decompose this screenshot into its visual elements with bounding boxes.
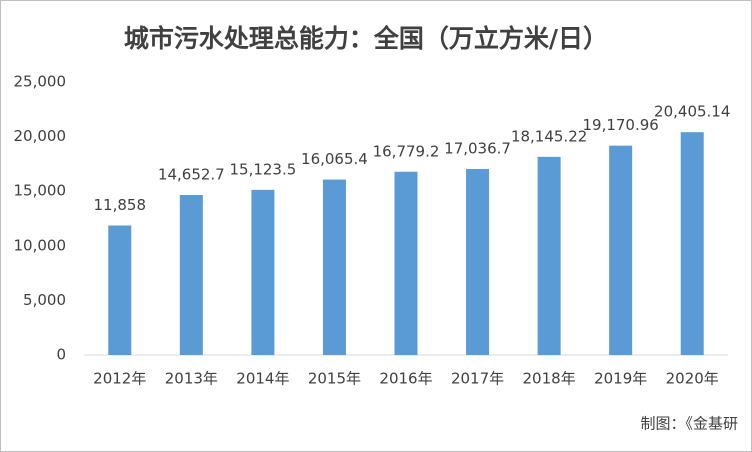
x-tick-label: 2014年 (236, 370, 289, 388)
bar (108, 225, 132, 355)
y-tick-label: 15,000 (14, 182, 67, 200)
value-label: 19,170.96 (582, 116, 658, 134)
x-tick-label: 2019年 (594, 370, 647, 388)
value-label: 16,779.2 (373, 142, 440, 160)
bar (537, 156, 561, 355)
x-tick-label: 2018年 (523, 370, 576, 388)
y-tick-label: 20,000 (14, 127, 67, 145)
value-label: 16,065.4 (301, 150, 368, 168)
value-label: 15,123.5 (229, 160, 296, 178)
bar (322, 179, 346, 355)
y-tick-label: 25,000 (14, 73, 67, 91)
bar (609, 145, 633, 355)
bar (179, 194, 203, 355)
y-tick-label: 10,000 (14, 236, 67, 254)
value-label: 18,145.22 (511, 127, 587, 145)
value-label: 17,036.7 (444, 139, 511, 157)
bar (466, 168, 490, 355)
x-tick-label: 2020年 (666, 370, 719, 388)
x-tick-label: 2016年 (379, 370, 432, 388)
bar (251, 189, 275, 355)
value-label: 11,858 (94, 196, 147, 214)
source-note: 制图：《金基研 (640, 415, 738, 433)
x-tick-label: 2017年 (451, 370, 504, 388)
x-tick-label: 2013年 (165, 370, 218, 388)
chart-title: 城市污水处理总能力：全国（万立方米/日） (124, 24, 608, 53)
x-tick-label: 2012年 (93, 370, 146, 388)
y-tick-label: 5,000 (23, 291, 66, 309)
bar (680, 132, 704, 355)
bar (394, 171, 418, 355)
value-label: 14,652.7 (158, 165, 225, 183)
y-tick-label: 0 (56, 346, 66, 364)
value-label: 20,405.14 (654, 103, 730, 121)
x-tick-label: 2015年 (308, 370, 361, 388)
